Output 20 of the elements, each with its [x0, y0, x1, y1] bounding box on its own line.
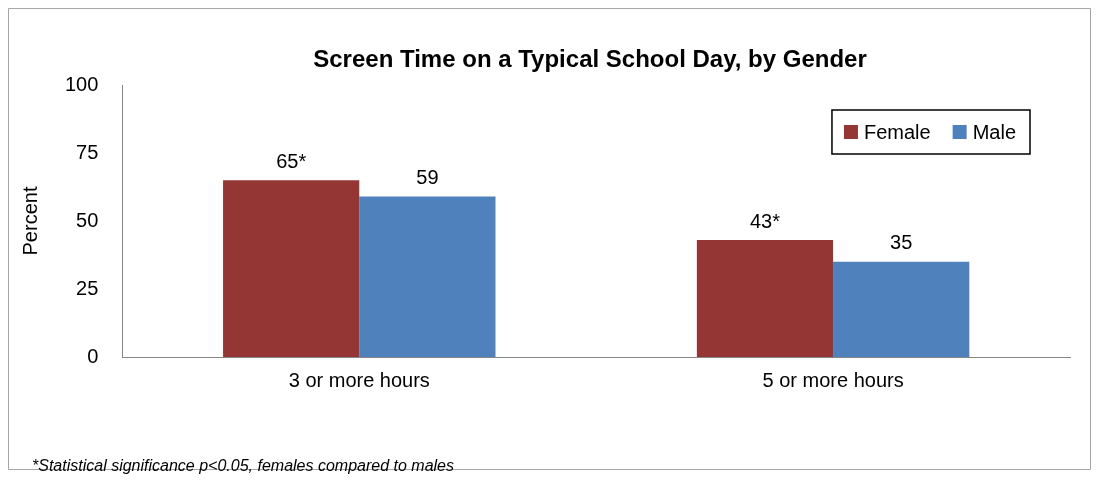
text: *Statistical significance p<0.05, females compared to males [32, 457, 454, 475]
legend-label: Male [972, 120, 1017, 143]
y-tick-label: 50 [76, 208, 99, 231]
legend-label: Female [863, 120, 931, 143]
data-label: 65* [276, 149, 307, 172]
x-tick-label: 5 or more hours [762, 368, 904, 391]
data-label: 43* [749, 209, 781, 232]
y-tick-label: 25 [76, 276, 99, 299]
bar [696, 240, 834, 357]
chart-title: Screen Time on a Typical School Day, by Gender [313, 44, 867, 72]
data-label: 59 [416, 166, 439, 189]
y-tick-label: 0 [87, 344, 99, 367]
bar [833, 261, 970, 357]
bar [223, 180, 360, 357]
data-label: 35 [890, 231, 913, 254]
y-tick-label: 75 [76, 140, 99, 163]
x-tick-label: 3 or more hours [288, 368, 430, 391]
y-axis-title: Percent [18, 186, 41, 256]
bar [359, 196, 496, 357]
y-tick-label: 100 [64, 72, 99, 95]
